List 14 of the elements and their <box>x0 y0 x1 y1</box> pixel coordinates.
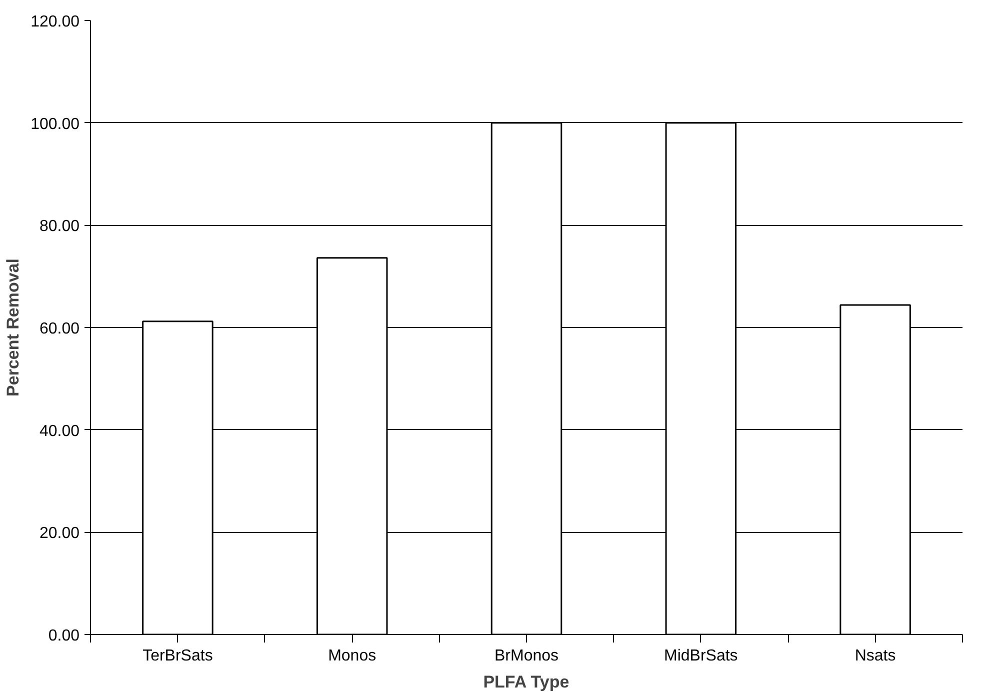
x-tick-label: Nsats <box>854 648 896 664</box>
y-tick-label: 120.00 <box>30 14 80 30</box>
x-axis-title: PLFA Type <box>483 672 570 692</box>
x-tick-label: TerBrSats <box>142 648 213 664</box>
y-tick-label: 60.00 <box>39 320 80 338</box>
y-tick-label: 40.00 <box>39 422 80 440</box>
x-tick-label: MidBrSats <box>664 648 738 664</box>
x-tick-label: Monos <box>328 648 376 664</box>
y-tick-label: 20.00 <box>39 525 80 542</box>
y-axis-title: Percent Removal <box>4 258 23 396</box>
x-tick-label: BrMonos <box>494 648 559 664</box>
y-tick-label: 0.00 <box>48 628 80 644</box>
y-tick-label: 80.00 <box>39 218 80 236</box>
y-tick-label: 100.00 <box>30 116 80 133</box>
